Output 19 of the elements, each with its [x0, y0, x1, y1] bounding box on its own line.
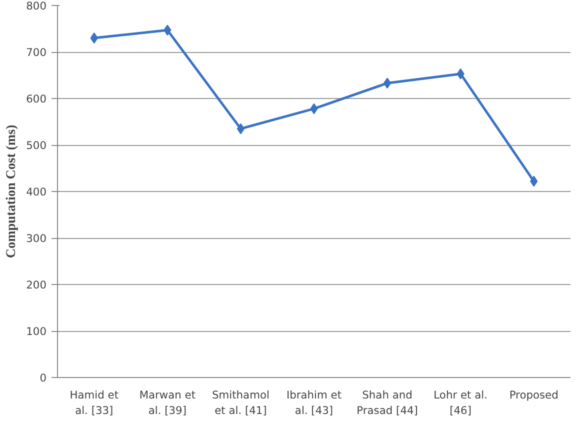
y-tick-label: 300 — [26, 232, 47, 245]
point — [383, 78, 392, 89]
y-tick-label: 100 — [26, 325, 47, 338]
x-tick-label: Smithamol et al. [41] — [212, 388, 270, 418]
x-tick-label: Shah and Prasad [44] — [356, 388, 418, 418]
x-tick-label: Lohr et al. [46] — [434, 388, 488, 418]
x-tick-label: Proposed — [509, 388, 558, 402]
x-tick-label: Marwan et al. [39] — [139, 388, 196, 418]
point — [236, 123, 245, 134]
x-tick-label: Hamid et al. [33] — [70, 388, 119, 418]
y-tick-label: 0 — [40, 372, 47, 384]
y-axis-title: Computation Cost (ms) — [3, 124, 18, 258]
y-tick-label: 600 — [26, 92, 47, 106]
y-tick-label: 800 — [26, 0, 47, 12]
y-tick-label: 500 — [26, 139, 47, 152]
y-tick-label: 400 — [26, 186, 47, 198]
y-tick-label: 200 — [26, 278, 47, 292]
x-tick-label: Ibrahim et al. [43] — [286, 388, 342, 418]
y-tick-label: 700 — [26, 46, 47, 59]
